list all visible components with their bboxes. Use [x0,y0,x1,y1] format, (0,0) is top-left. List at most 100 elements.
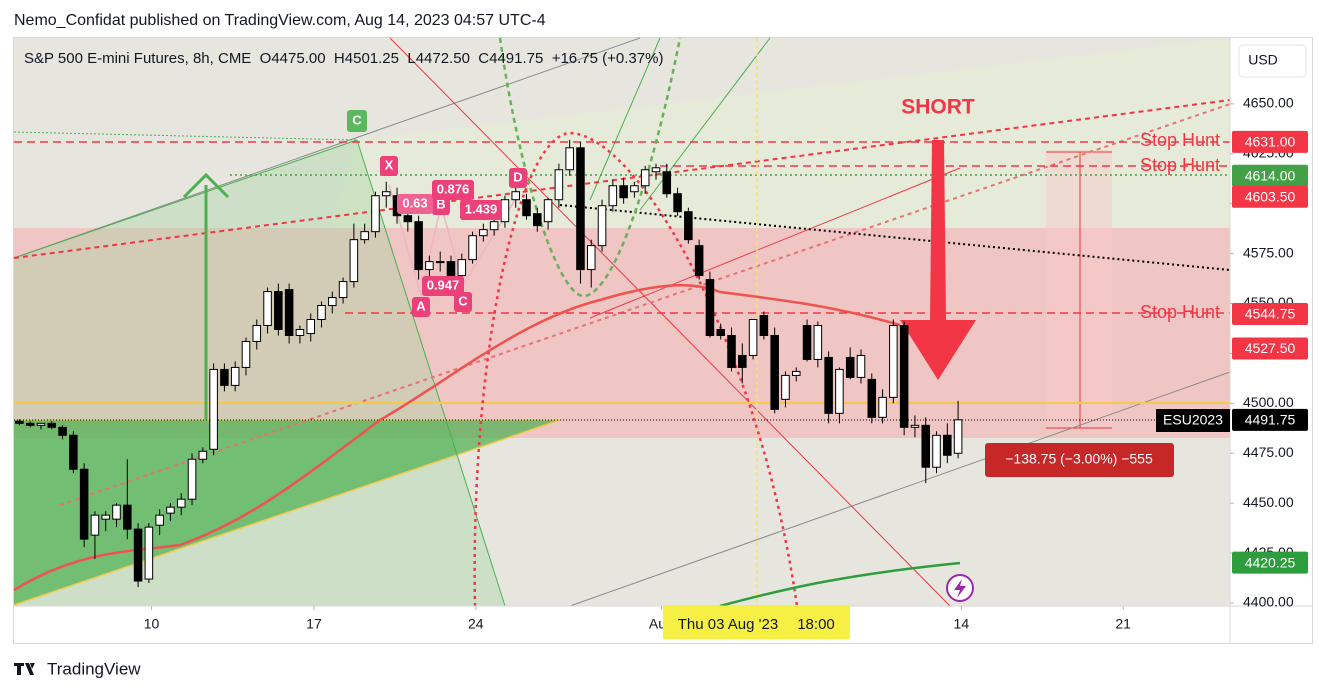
change: +16.75 (+0.37%) [552,50,664,67]
candle-body [543,199,553,223]
ohlc-label: C [478,50,489,67]
candle-body [295,328,305,336]
price-tag-label: 4614.00 [1245,167,1296,183]
candle-body [619,185,628,199]
candle-body [252,324,262,342]
candle-body [209,368,218,450]
candle-body [910,424,920,428]
candle-body [144,526,154,580]
price-tag [1232,551,1308,574]
candle-body [651,167,661,173]
candle-body [284,289,294,336]
candle-body [565,147,574,171]
candle-body [123,504,132,530]
candle-body [770,334,779,410]
candle-body [943,434,952,456]
pattern-point: B [436,196,445,211]
ohlc-label: L [407,50,415,67]
ohlc-value: 4501.25 [345,50,399,67]
candle-body [112,504,121,520]
x-tick-label: 10 [144,616,160,632]
candle-body [835,368,844,414]
candle-body [856,354,866,378]
candle-body [586,245,596,271]
candle-body [781,374,790,400]
price-tag [1232,130,1308,153]
price-tag-label: 4527.50 [1245,340,1296,356]
candle-body [381,191,391,197]
candle-body [241,340,251,368]
candle-body [230,366,240,386]
annotations: C X A B C D 0.63 0.876 1.439 0.947 SHORT… [347,96,1220,602]
ratio: 0.947 [427,277,460,292]
ratio: 1.439 [465,201,498,216]
candle-body [198,450,208,460]
candle-body [630,185,639,193]
candle-body [328,297,337,307]
candle-body [90,514,100,536]
candle-body [845,356,855,378]
x-tick-label: 14 [954,616,970,632]
candle-body [317,305,326,321]
candle-body [802,324,812,360]
candle-body [435,261,445,264]
candle-body [58,426,67,436]
candle-body [489,221,499,231]
pattern-point: X [385,157,394,172]
candle-body [533,213,542,227]
candle-body [176,498,186,508]
y-tick-label: 4400.00 [1243,594,1294,610]
symbol: S&P 500 E-mini Futures, 8h, CME [24,50,251,67]
candle-body [25,422,35,426]
symbol-tag: ESU2023 [1163,412,1223,428]
candles [15,139,963,588]
candle-body [263,291,272,326]
candle-body [576,147,585,271]
pattern-point: D [513,169,522,184]
candle-body [511,191,520,201]
candle-body [479,229,488,237]
candle-body [360,231,369,241]
y-tick-label: 4450.00 [1243,494,1294,510]
drawings [13,37,1231,608]
currency-button[interactable] [1238,44,1307,78]
candle-body [608,185,618,207]
candle-body [403,215,413,223]
candle-body [791,370,801,376]
legend: S&P 500 E-mini Futures, 8h, CME O4475.00… [24,50,663,67]
x-tick-label: 21 [1115,616,1131,632]
candle-body [69,434,78,470]
candle-body [500,199,510,223]
candle-body [457,259,467,277]
stop-hunt: Stop Hunt [1140,302,1220,322]
candle-body [274,291,283,330]
candle-body [187,458,197,500]
ohlc-label: H [334,50,345,67]
y-tick-label: 4650.00 [1243,95,1294,111]
candle-body [878,396,887,418]
publisher: Nemo_Confidat published on TradingView.c… [14,12,546,29]
candle-body [716,328,726,336]
y-tick-label: 4500.00 [1243,394,1294,410]
candle-body [824,356,833,414]
currency[interactable]: USD [1248,52,1278,68]
measure-label: −138.75 (−3.00%) −555 [1005,451,1153,467]
tags: 4631.00 4614.00 4603.50 4544.75 4527.50 4491.… [1232,130,1308,574]
ratio: 0.876 [437,181,470,196]
crosshair-time: 18:00 [797,616,835,633]
candle-body [899,324,909,428]
candle-body [15,420,24,424]
candle-body [425,261,434,271]
candle-body [349,239,359,283]
ohlc-value: 4475.00 [271,50,325,67]
price-tag [1232,164,1308,187]
price-tag [1232,185,1308,208]
candle-body [640,169,650,187]
legend: USD ESU2023 Thu 03 Aug '23 18:00 Trading… [14,44,1307,678]
pattern-point: A [416,298,426,313]
candle-body [759,315,769,336]
candle-body [932,434,941,468]
pattern-point: C [458,293,468,308]
candle-body [414,221,423,271]
price-tag-label: 4420.25 [1245,554,1296,570]
